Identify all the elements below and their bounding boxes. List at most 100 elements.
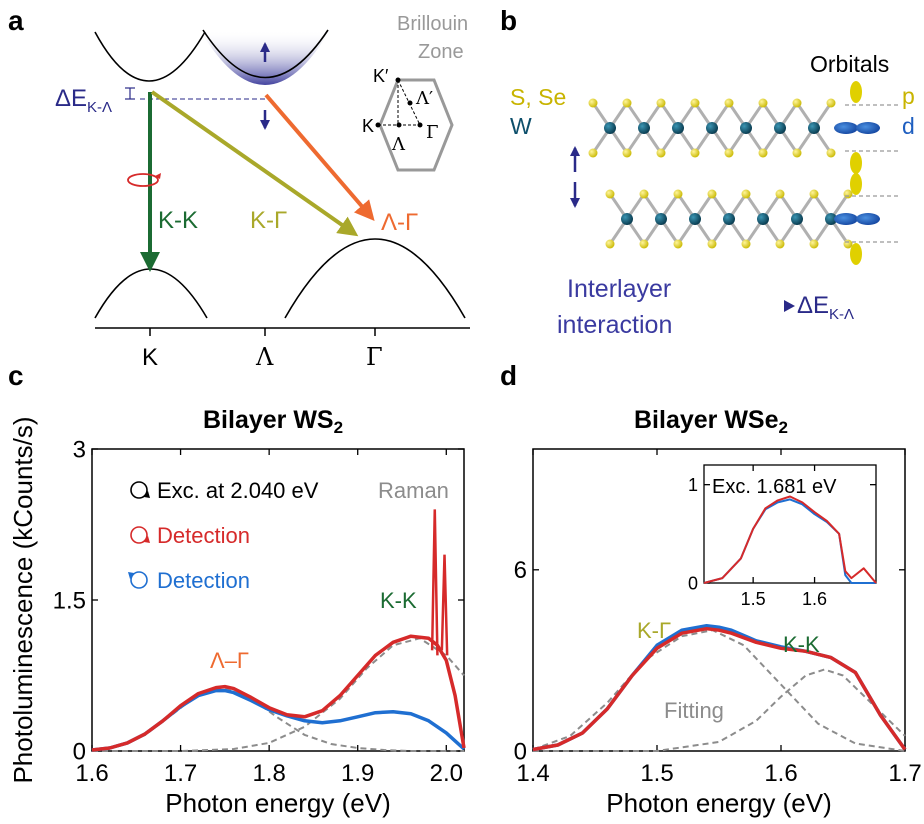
chart-c-kk-label: K-K [380, 588, 417, 613]
tungsten-atom [638, 122, 650, 134]
chalcogen-atom [707, 189, 717, 199]
tungsten-atom [604, 122, 616, 134]
kg-transition-arrow [150, 90, 359, 237]
panel-label-b: b [500, 5, 517, 36]
conduction-band-lambda [202, 29, 329, 79]
legend-excitation: Exc. at 2.040 eV [157, 478, 319, 503]
legend-detection-red: Detection [157, 523, 250, 548]
tungsten-atom [621, 213, 633, 225]
kk-label: K-K [158, 207, 198, 234]
chalcogen-atom [741, 189, 751, 199]
chart-d-title: Bilayer WSe2 [634, 406, 788, 437]
kg-label: K-Γ [250, 207, 287, 234]
x-tick-label: 1.6 [75, 760, 108, 787]
panel-label-c: c [8, 360, 24, 391]
chalcogen-atom [673, 239, 683, 249]
chalcogen-atom [792, 98, 802, 108]
metal-label: W [510, 113, 532, 139]
p-orbital-lobe [850, 81, 862, 103]
fit-curve [533, 668, 906, 752]
tungsten-atom [774, 122, 786, 134]
raman-peak [430, 509, 439, 656]
bz-label-gamma: Γ [426, 122, 439, 143]
valence-band-k [94, 268, 208, 319]
chart-d-fitting-label: Fitting [664, 698, 724, 723]
panel-c: c Bilayer WS2 1.6 1.7 1.8 1.9 2.0 0 1.5 3 Photo… [8, 360, 466, 818]
x-tick-label: 1.6 [764, 760, 797, 787]
tungsten-atom [655, 213, 667, 225]
chart-c-legend: Exc. at 2.040 eV Detection Detection [128, 478, 319, 593]
series-line-red [703, 495, 877, 584]
legend-icon-red [130, 526, 150, 544]
bz-title-line1: Brillouin [397, 13, 468, 35]
circular-polarization-icon [127, 173, 159, 187]
y-tick-label: 0 [73, 738, 86, 765]
x-tick-label: 1.5 [741, 589, 766, 609]
inset-plot: 1.5 1.6 0 1 [688, 465, 877, 609]
chalcogen-atom [622, 148, 632, 158]
chart-c-xlabel: Photon energy (eV) [165, 788, 390, 818]
tick-label-gamma: Γ [366, 343, 383, 371]
lg-label: Λ-Γ [381, 209, 418, 236]
inset-title: Exc. 1.681 eV [712, 476, 837, 498]
x-tick-label: 2.0 [430, 760, 463, 787]
legend-icon-black [130, 481, 150, 499]
tungsten-atom [706, 122, 718, 134]
chalcogen-atom [724, 98, 734, 108]
d-orbital-lobe [834, 122, 858, 134]
chalcogen-atom [792, 148, 802, 158]
inset-frame [703, 464, 877, 584]
chalcogen-atom [843, 239, 853, 249]
tungsten-atom [808, 122, 820, 134]
chalcogen-atom [656, 148, 666, 158]
interlayer-text-2: interaction [557, 311, 672, 339]
chalcogen-atom [588, 98, 598, 108]
chalcogen-atom [690, 98, 700, 108]
chalcogen-atom [775, 239, 785, 249]
delta-e-label: ΔEK-Λ [55, 85, 112, 116]
lattice-structure [588, 98, 853, 249]
d-orbital-lobe [856, 122, 880, 134]
x-tick-label: 1.7 [888, 760, 921, 787]
bz-label-lambda: Λ [391, 134, 406, 155]
chalcogen-atom [809, 239, 819, 249]
orbitals-label: Orbitals [810, 51, 889, 77]
chalcogen-atom [690, 148, 700, 158]
p-orbital-label: p [902, 83, 915, 109]
p-orbital-lobe [850, 152, 862, 174]
legend-icon-blue [128, 571, 148, 589]
tungsten-atom [689, 213, 701, 225]
result-delta-e: ΔEK-Λ [797, 292, 854, 323]
x-tick-label: 1.4 [516, 760, 549, 787]
chart-d-xlabel: Photon energy (eV) [606, 788, 831, 818]
bz-point-k [375, 122, 381, 128]
chalcogen-atom [826, 148, 836, 158]
bz-label-k: K [362, 116, 374, 136]
tungsten-atom [723, 213, 735, 225]
chalcogen-label: S, Se [510, 84, 566, 110]
series-line-red [91, 634, 466, 752]
p-orbital-lobe [850, 243, 862, 265]
panel-d: d Bilayer WSe2 1.4 1.5 1.6 1.7 0 6 Photon ene… [500, 360, 922, 818]
chart-c-plot: 1.6 1.7 1.8 1.9 2.0 0 1.5 3 [53, 436, 466, 787]
y-tick-label: 6 [514, 557, 527, 584]
series-line-red [532, 626, 907, 752]
tungsten-atom [740, 122, 752, 134]
bz-point-lambda [396, 122, 402, 128]
series-line-blue [532, 623, 907, 752]
bz-label-lambdaprime: Λ′ [415, 88, 433, 109]
panel-label-d: d [500, 360, 517, 391]
chalcogen-atom [605, 189, 615, 199]
chalcogen-atom [809, 189, 819, 199]
chart-c-ylabel: Photoluminescence (kCounts/s) [8, 416, 38, 783]
bz-point-gamma [417, 122, 423, 128]
y-tick-label: 0 [514, 738, 527, 765]
raman-peak [440, 554, 449, 656]
orbital-diagram [834, 81, 900, 265]
d-orbital-lobe [856, 213, 880, 225]
bz-point-kprime [395, 77, 401, 83]
chart-d-kk-label: K-K [783, 632, 820, 657]
fit-curve [532, 629, 906, 752]
chalcogen-atom [639, 189, 649, 199]
